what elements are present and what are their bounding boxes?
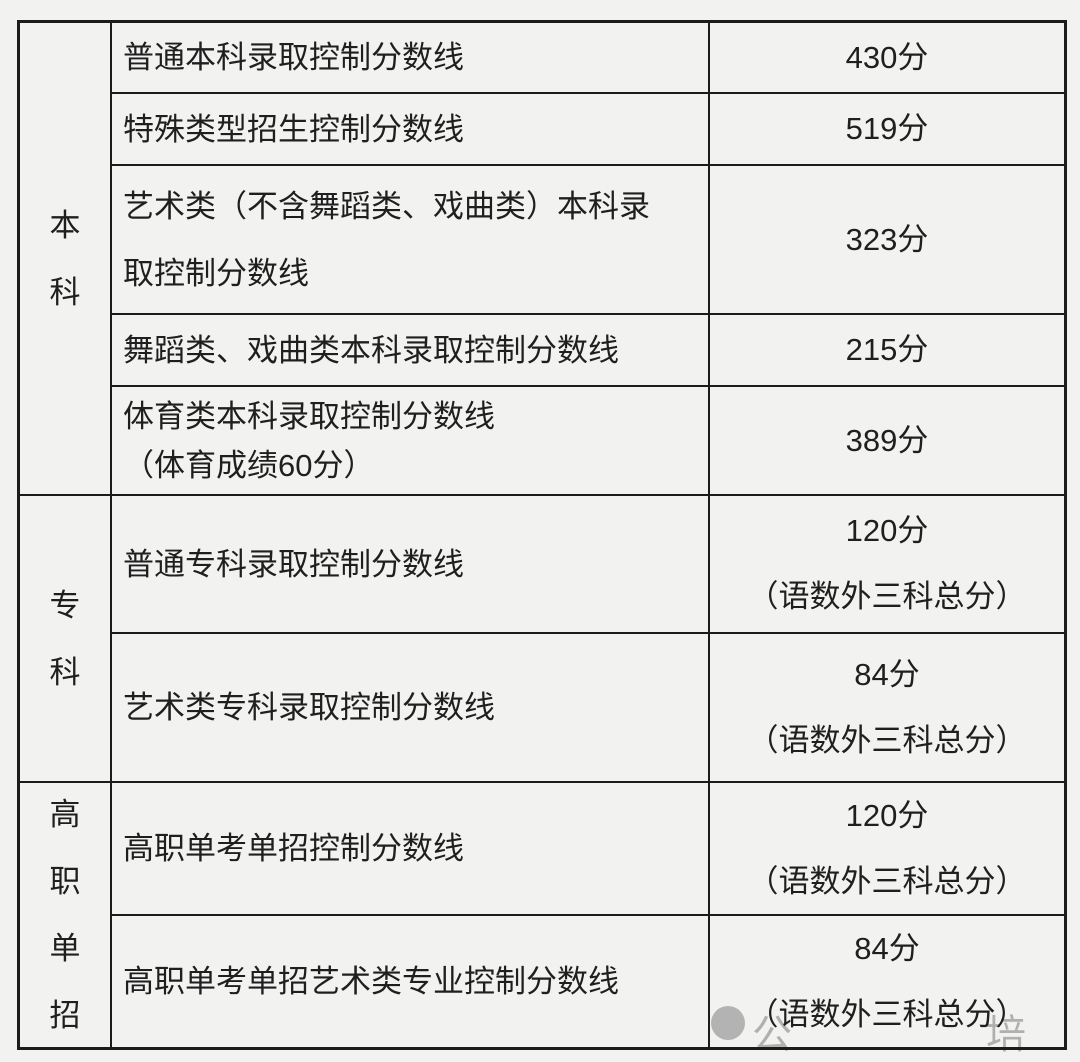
category-label: 本科 [49,207,81,310]
category-zhuanke: 专科 [20,496,112,783]
table-row-label: 高职单考单招控制分数线 [112,783,710,916]
table-row-label: 舞蹈类、戏曲类本科录取控制分数线 [112,315,710,387]
category-label: 高职单招 [49,797,81,1033]
table-row-label: 特殊类型招生控制分数线 [112,94,710,166]
table-row-label: 艺术类专科录取控制分数线 [112,634,710,783]
category-benke: 本科 [20,23,112,496]
table-row-score: 215分 [710,315,1064,387]
table-row-label: 普通本科录取控制分数线 [112,23,710,94]
table-row-score: 389分 [710,387,1064,496]
table-row-score: 430分 [710,23,1064,94]
table-row-label: 普通专科录取控制分数线 [112,496,710,634]
score-table: 本科 普通本科录取控制分数线 430分 特殊类型招生控制分数线 519分 艺术类… [17,20,1067,1050]
table-row-label: 体育类本科录取控制分数线 （体育成绩60分） [112,387,710,496]
table-row-score: 84分 （语数外三科总分） [710,634,1064,783]
category-label: 专科 [49,587,81,690]
table-row-score: 323分 [710,166,1064,315]
table-row-score: 120分 （语数外三科总分） [710,783,1064,916]
category-gaozhi-danzhao: 高职单招 [20,783,112,1047]
table-row-label: 高职单考单招艺术类专业控制分数线 [112,916,710,1047]
table-row-score: 120分 （语数外三科总分） [710,496,1064,634]
watermark-logo-icon [711,1006,745,1040]
table-row-label: 艺术类（不含舞蹈类、戏曲类）本科录 取控制分数线 [112,166,710,315]
table-row-score: 84分 （语数外三科总分） [747,930,1027,1032]
table-row-score: 519分 [710,94,1064,166]
